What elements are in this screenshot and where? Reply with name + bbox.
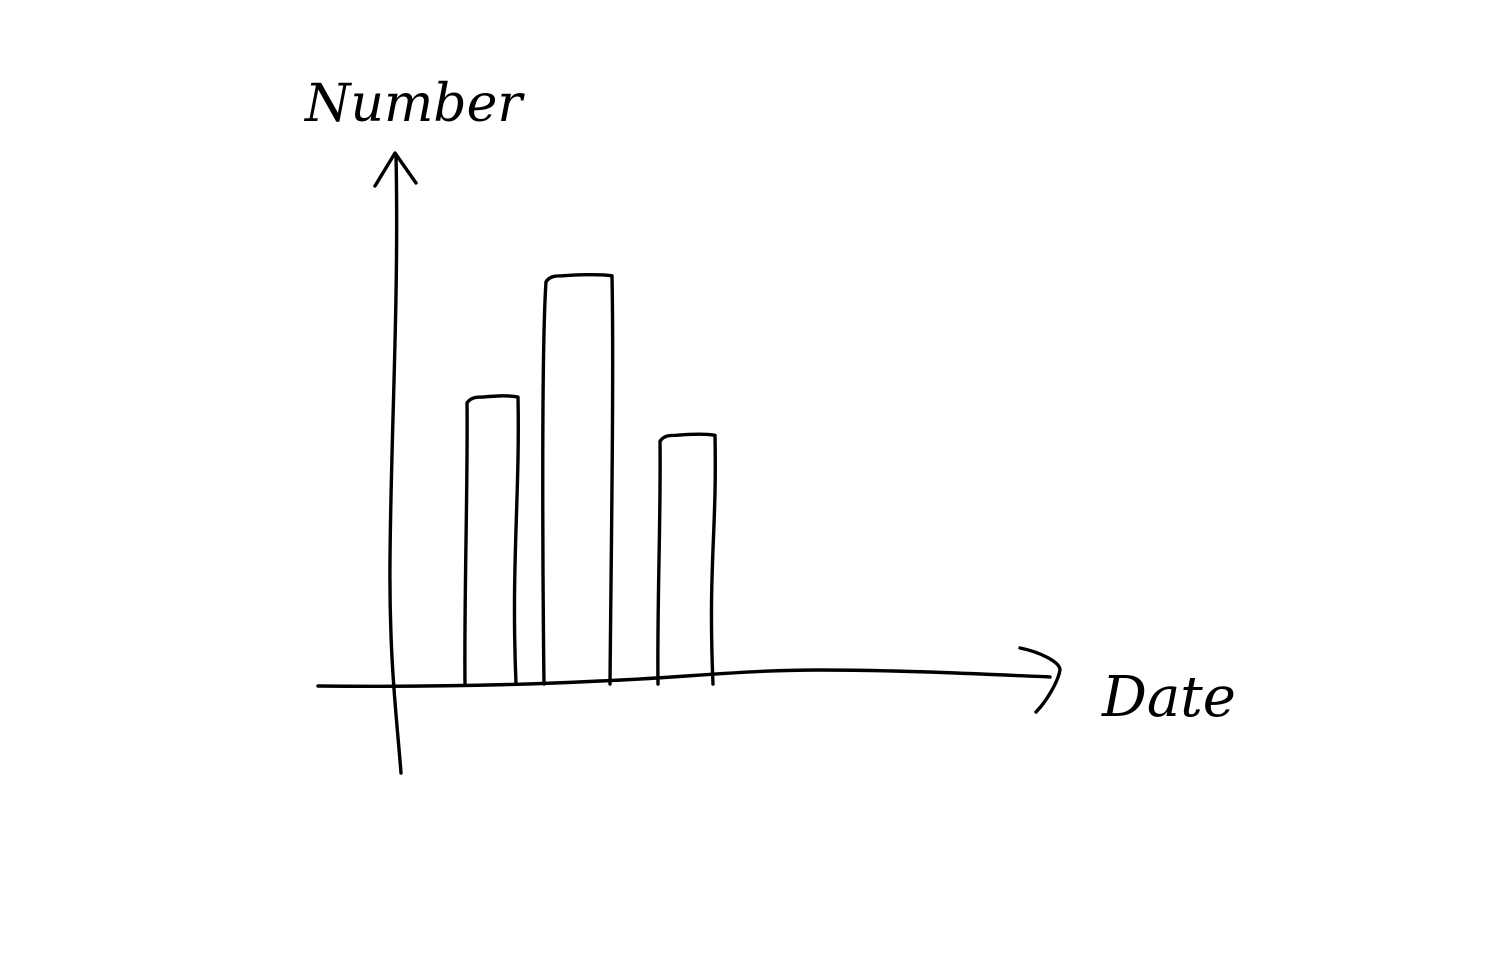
y-axis-label: Number <box>303 74 525 134</box>
y-axis-arrow-icon <box>373 151 418 188</box>
x-axis-line <box>316 668 1052 688</box>
y-axis-line <box>388 153 403 775</box>
bars-group <box>463 272 717 686</box>
bar-1 <box>463 394 520 686</box>
x-axis-arrow-icon <box>1018 646 1062 714</box>
bar-3 <box>656 432 717 686</box>
bar-2 <box>541 272 615 686</box>
x-axis-label: Date <box>1101 665 1236 730</box>
